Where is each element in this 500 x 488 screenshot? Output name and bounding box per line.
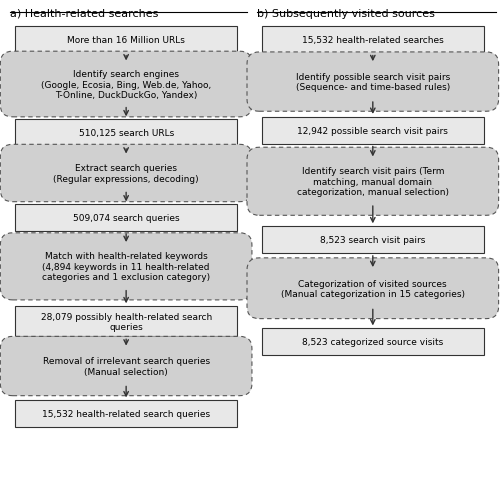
FancyBboxPatch shape (0, 52, 252, 118)
Text: 8,523 categorized source visits: 8,523 categorized source visits (302, 338, 444, 346)
FancyBboxPatch shape (15, 401, 237, 427)
FancyBboxPatch shape (262, 329, 484, 355)
Text: 12,942 possible search visit pairs: 12,942 possible search visit pairs (298, 126, 448, 136)
FancyBboxPatch shape (262, 227, 484, 253)
Text: 15,532 health-related search queries: 15,532 health-related search queries (42, 409, 210, 418)
FancyBboxPatch shape (262, 27, 484, 54)
Text: Identify search engines
(Google, Ecosia, Bing, Web.de, Yahoo,
T-Online, DuckDuck: Identify search engines (Google, Ecosia,… (41, 70, 211, 100)
FancyBboxPatch shape (247, 258, 498, 319)
Text: Removal of irrelevant search queries
(Manual selection): Removal of irrelevant search queries (Ma… (42, 357, 209, 376)
Text: Extract search queries
(Regular expressions, decoding): Extract search queries (Regular expressi… (54, 164, 199, 183)
FancyBboxPatch shape (262, 118, 484, 144)
Text: Categorization of visited sources
(Manual categorization in 15 categories): Categorization of visited sources (Manua… (281, 279, 465, 298)
FancyBboxPatch shape (15, 27, 237, 54)
Text: 510,125 search URLs: 510,125 search URLs (78, 129, 174, 138)
Text: 15,532 health-related searches: 15,532 health-related searches (302, 36, 444, 45)
FancyBboxPatch shape (15, 306, 237, 337)
FancyBboxPatch shape (0, 233, 252, 300)
FancyBboxPatch shape (247, 53, 498, 112)
Text: 8,523 search visit pairs: 8,523 search visit pairs (320, 236, 426, 244)
Text: b) Subsequently visited sources: b) Subsequently visited sources (257, 9, 434, 19)
FancyBboxPatch shape (15, 205, 237, 232)
Text: Identify possible search visit pairs
(Sequence- and time-based rules): Identify possible search visit pairs (Se… (296, 73, 450, 92)
FancyBboxPatch shape (15, 120, 237, 147)
FancyBboxPatch shape (0, 145, 252, 202)
Text: Identify search visit pairs (Term
matching, manual domain
categorization, manual: Identify search visit pairs (Term matchi… (297, 167, 449, 197)
FancyBboxPatch shape (247, 148, 498, 216)
Text: More than 16 Million URLs: More than 16 Million URLs (67, 36, 185, 45)
FancyBboxPatch shape (0, 337, 252, 396)
Text: 509,074 search queries: 509,074 search queries (73, 214, 180, 223)
Text: 28,079 possibly health-related search
queries: 28,079 possibly health-related search qu… (40, 312, 212, 331)
Text: a) Health-related searches: a) Health-related searches (10, 9, 158, 19)
Text: Match with health-related keywords
(4,894 keywords in 11 health-related
categori: Match with health-related keywords (4,89… (42, 252, 210, 282)
